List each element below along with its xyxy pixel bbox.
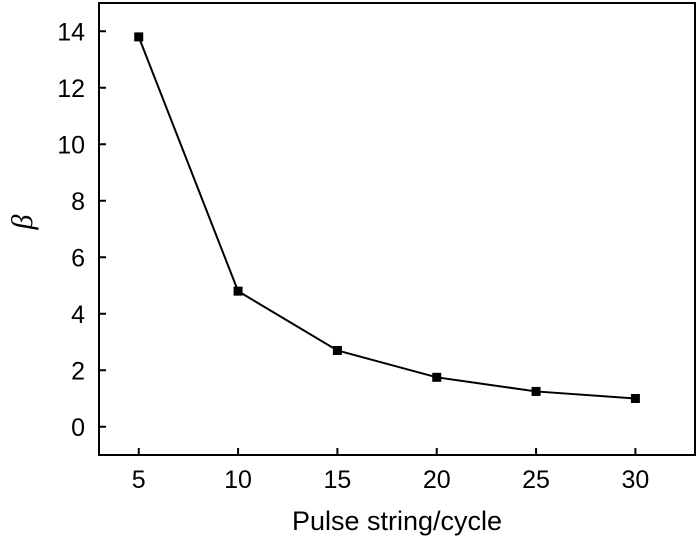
x-axis-title: Pulse string/cycle xyxy=(292,506,502,536)
x-tick-label: 20 xyxy=(423,466,451,494)
y-tick-label: 14 xyxy=(57,18,85,46)
x-tick-label: 30 xyxy=(621,466,649,494)
x-tick-label: 15 xyxy=(323,466,351,494)
data-point xyxy=(630,394,640,403)
y-tick-label: 12 xyxy=(57,75,85,103)
x-tick-label: 25 xyxy=(522,466,550,494)
data-point xyxy=(233,286,243,296)
y-axis-title: β xyxy=(6,214,39,230)
y-tick-label: 4 xyxy=(71,301,85,329)
x-tick-label: 10 xyxy=(224,466,252,494)
data-point xyxy=(432,372,442,382)
data-point xyxy=(531,386,541,396)
y-tick-label: 10 xyxy=(57,131,85,159)
y-tick-label: 2 xyxy=(71,357,85,385)
plot-frame xyxy=(98,2,696,456)
x-tick-label: 5 xyxy=(132,466,146,494)
data-point xyxy=(134,32,144,42)
data-markers xyxy=(134,32,640,403)
y-axis-ticks: 0 2 4 6 8 10 12 14 xyxy=(57,18,106,442)
y-tick-label: 6 xyxy=(71,244,85,272)
series-line xyxy=(137,36,636,400)
y-tick-label: 0 xyxy=(71,414,85,442)
y-tick-label: 8 xyxy=(71,188,85,216)
data-point xyxy=(332,345,342,355)
x-axis-ticks: 5 10 15 20 25 30 xyxy=(132,448,649,494)
